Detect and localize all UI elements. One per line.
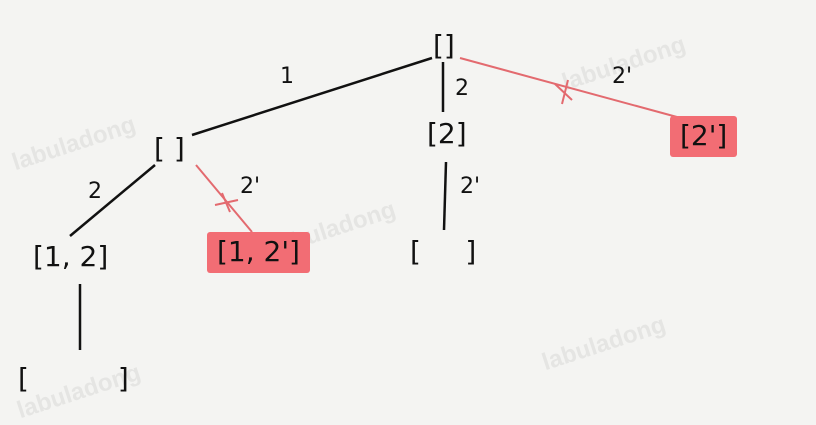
node-root: [] <box>433 29 455 62</box>
tree-edges <box>69 56 689 350</box>
prune-cross-icon <box>554 79 573 105</box>
edge-label-2-prime: 2' <box>612 64 633 89</box>
edge-root-left <box>191 56 433 137</box>
node-mid: [2] <box>427 117 467 150</box>
edge-label-2: 2 <box>88 179 102 204</box>
edge-label-2-prime: 2' <box>240 174 261 199</box>
edge-left-leftleft <box>69 164 156 237</box>
node-left-pruned: [1, 2'] <box>207 232 310 273</box>
node-left-left: [1, 2] <box>33 240 109 273</box>
node-leaf: [ ] <box>18 362 129 395</box>
edge-label-2: 2 <box>455 76 469 101</box>
edge-label-2-prime: 2' <box>460 174 481 199</box>
edge-root-right-pruned <box>459 57 689 121</box>
edge-label-1: 1 <box>280 64 294 89</box>
backtracking-tree-diagram: labuladong labuladong labuladong labulad… <box>9 29 738 424</box>
node-right-pruned: [2'] <box>670 116 738 157</box>
node-left: [ ] <box>154 132 185 165</box>
node-mid-child: [ ] <box>410 235 477 268</box>
edge-mid-child <box>442 161 448 231</box>
prune-cross-icon <box>214 192 239 213</box>
